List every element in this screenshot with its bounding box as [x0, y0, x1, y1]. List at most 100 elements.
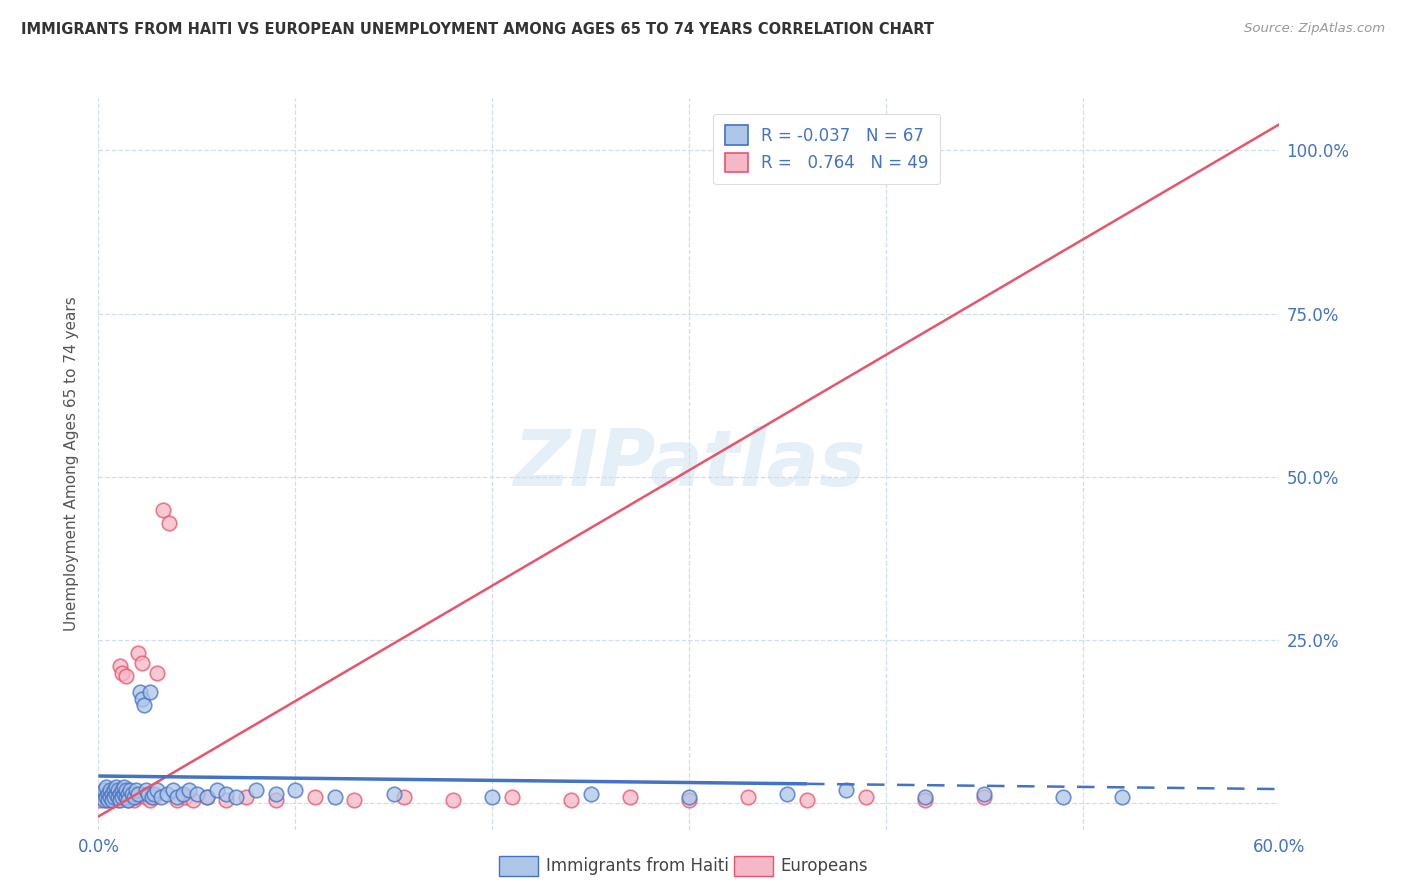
- Point: [195, 789, 218, 804]
- Point: [108, 787, 131, 801]
- Point: [166, 793, 188, 807]
- Point: [141, 789, 163, 804]
- Point: [91, 789, 114, 804]
- Point: [117, 793, 139, 807]
- Point: [111, 789, 134, 804]
- Point: [93, 787, 115, 801]
- Point: [112, 787, 135, 801]
- Text: Source: ZipAtlas.com: Source: ZipAtlas.com: [1244, 22, 1385, 36]
- Point: [142, 789, 165, 804]
- Point: [973, 787, 995, 801]
- Point: [177, 783, 200, 797]
- Point: [323, 789, 346, 804]
- Point: [146, 783, 169, 797]
- Point: [162, 783, 184, 797]
- Legend: R = -0.037   N = 67, R =   0.764   N = 49: R = -0.037 N = 67, R = 0.764 N = 49: [713, 114, 941, 184]
- Point: [135, 783, 157, 797]
- Point: [96, 793, 118, 807]
- Point: [115, 789, 138, 804]
- Point: [91, 787, 114, 801]
- Text: IMMIGRANTS FROM HAITI VS EUROPEAN UNEMPLOYMENT AMONG AGES 65 TO 74 YEARS CORRELA: IMMIGRANTS FROM HAITI VS EUROPEAN UNEMPL…: [21, 22, 934, 37]
- Point: [122, 789, 145, 804]
- Point: [678, 789, 700, 804]
- Point: [93, 783, 115, 797]
- Point: [215, 793, 238, 807]
- Point: [115, 669, 138, 683]
- Point: [131, 656, 153, 670]
- Point: [382, 787, 405, 801]
- Point: [93, 793, 115, 807]
- Point: [195, 789, 218, 804]
- Point: [97, 793, 120, 807]
- Point: [108, 659, 131, 673]
- Point: [136, 787, 159, 801]
- Point: [97, 789, 120, 804]
- Point: [108, 793, 131, 807]
- Point: [205, 783, 228, 797]
- Point: [172, 787, 194, 801]
- Point: [115, 783, 138, 797]
- Point: [914, 793, 936, 807]
- Point: [579, 787, 602, 801]
- Point: [131, 692, 153, 706]
- Point: [343, 793, 366, 807]
- Point: [146, 665, 169, 680]
- Point: [225, 789, 247, 804]
- Point: [156, 787, 179, 801]
- Point: [112, 780, 135, 794]
- Point: [112, 789, 135, 804]
- Point: [111, 665, 134, 680]
- Point: [128, 685, 150, 699]
- Point: [776, 787, 799, 801]
- Text: Europeans: Europeans: [780, 857, 868, 875]
- Point: [1111, 789, 1133, 804]
- Point: [121, 787, 143, 801]
- Point: [122, 793, 145, 807]
- Point: [127, 787, 149, 801]
- Point: [973, 789, 995, 804]
- Point: [105, 787, 128, 801]
- Point: [150, 789, 173, 804]
- Point: [111, 783, 134, 797]
- Point: [264, 793, 287, 807]
- Point: [855, 789, 877, 804]
- Point: [138, 685, 160, 699]
- Point: [98, 787, 121, 801]
- Point: [215, 787, 238, 801]
- Point: [914, 789, 936, 804]
- Point: [560, 793, 582, 807]
- Point: [135, 789, 157, 804]
- Point: [101, 793, 124, 807]
- Point: [96, 780, 118, 794]
- Point: [392, 789, 415, 804]
- Point: [181, 793, 204, 807]
- Point: [118, 783, 141, 797]
- Point: [103, 789, 125, 804]
- Point: [121, 787, 143, 801]
- Point: [107, 793, 129, 807]
- Point: [96, 789, 118, 804]
- Point: [441, 793, 464, 807]
- Y-axis label: Unemployment Among Ages 65 to 74 years: Unemployment Among Ages 65 to 74 years: [65, 296, 79, 632]
- Point: [98, 789, 121, 804]
- Point: [105, 787, 128, 801]
- Point: [97, 787, 120, 801]
- Point: [105, 780, 128, 794]
- Point: [166, 789, 188, 804]
- Point: [125, 783, 148, 797]
- Text: ZIPatlas: ZIPatlas: [513, 425, 865, 502]
- Point: [89, 793, 111, 807]
- Point: [174, 789, 197, 804]
- Point: [284, 783, 307, 797]
- Point: [737, 789, 759, 804]
- Point: [304, 789, 326, 804]
- Point: [98, 783, 121, 797]
- Point: [101, 793, 124, 807]
- Point: [481, 789, 503, 804]
- Point: [835, 783, 858, 797]
- Point: [152, 502, 174, 516]
- Point: [678, 793, 700, 807]
- Point: [103, 789, 125, 804]
- Point: [125, 789, 148, 804]
- Point: [117, 787, 139, 801]
